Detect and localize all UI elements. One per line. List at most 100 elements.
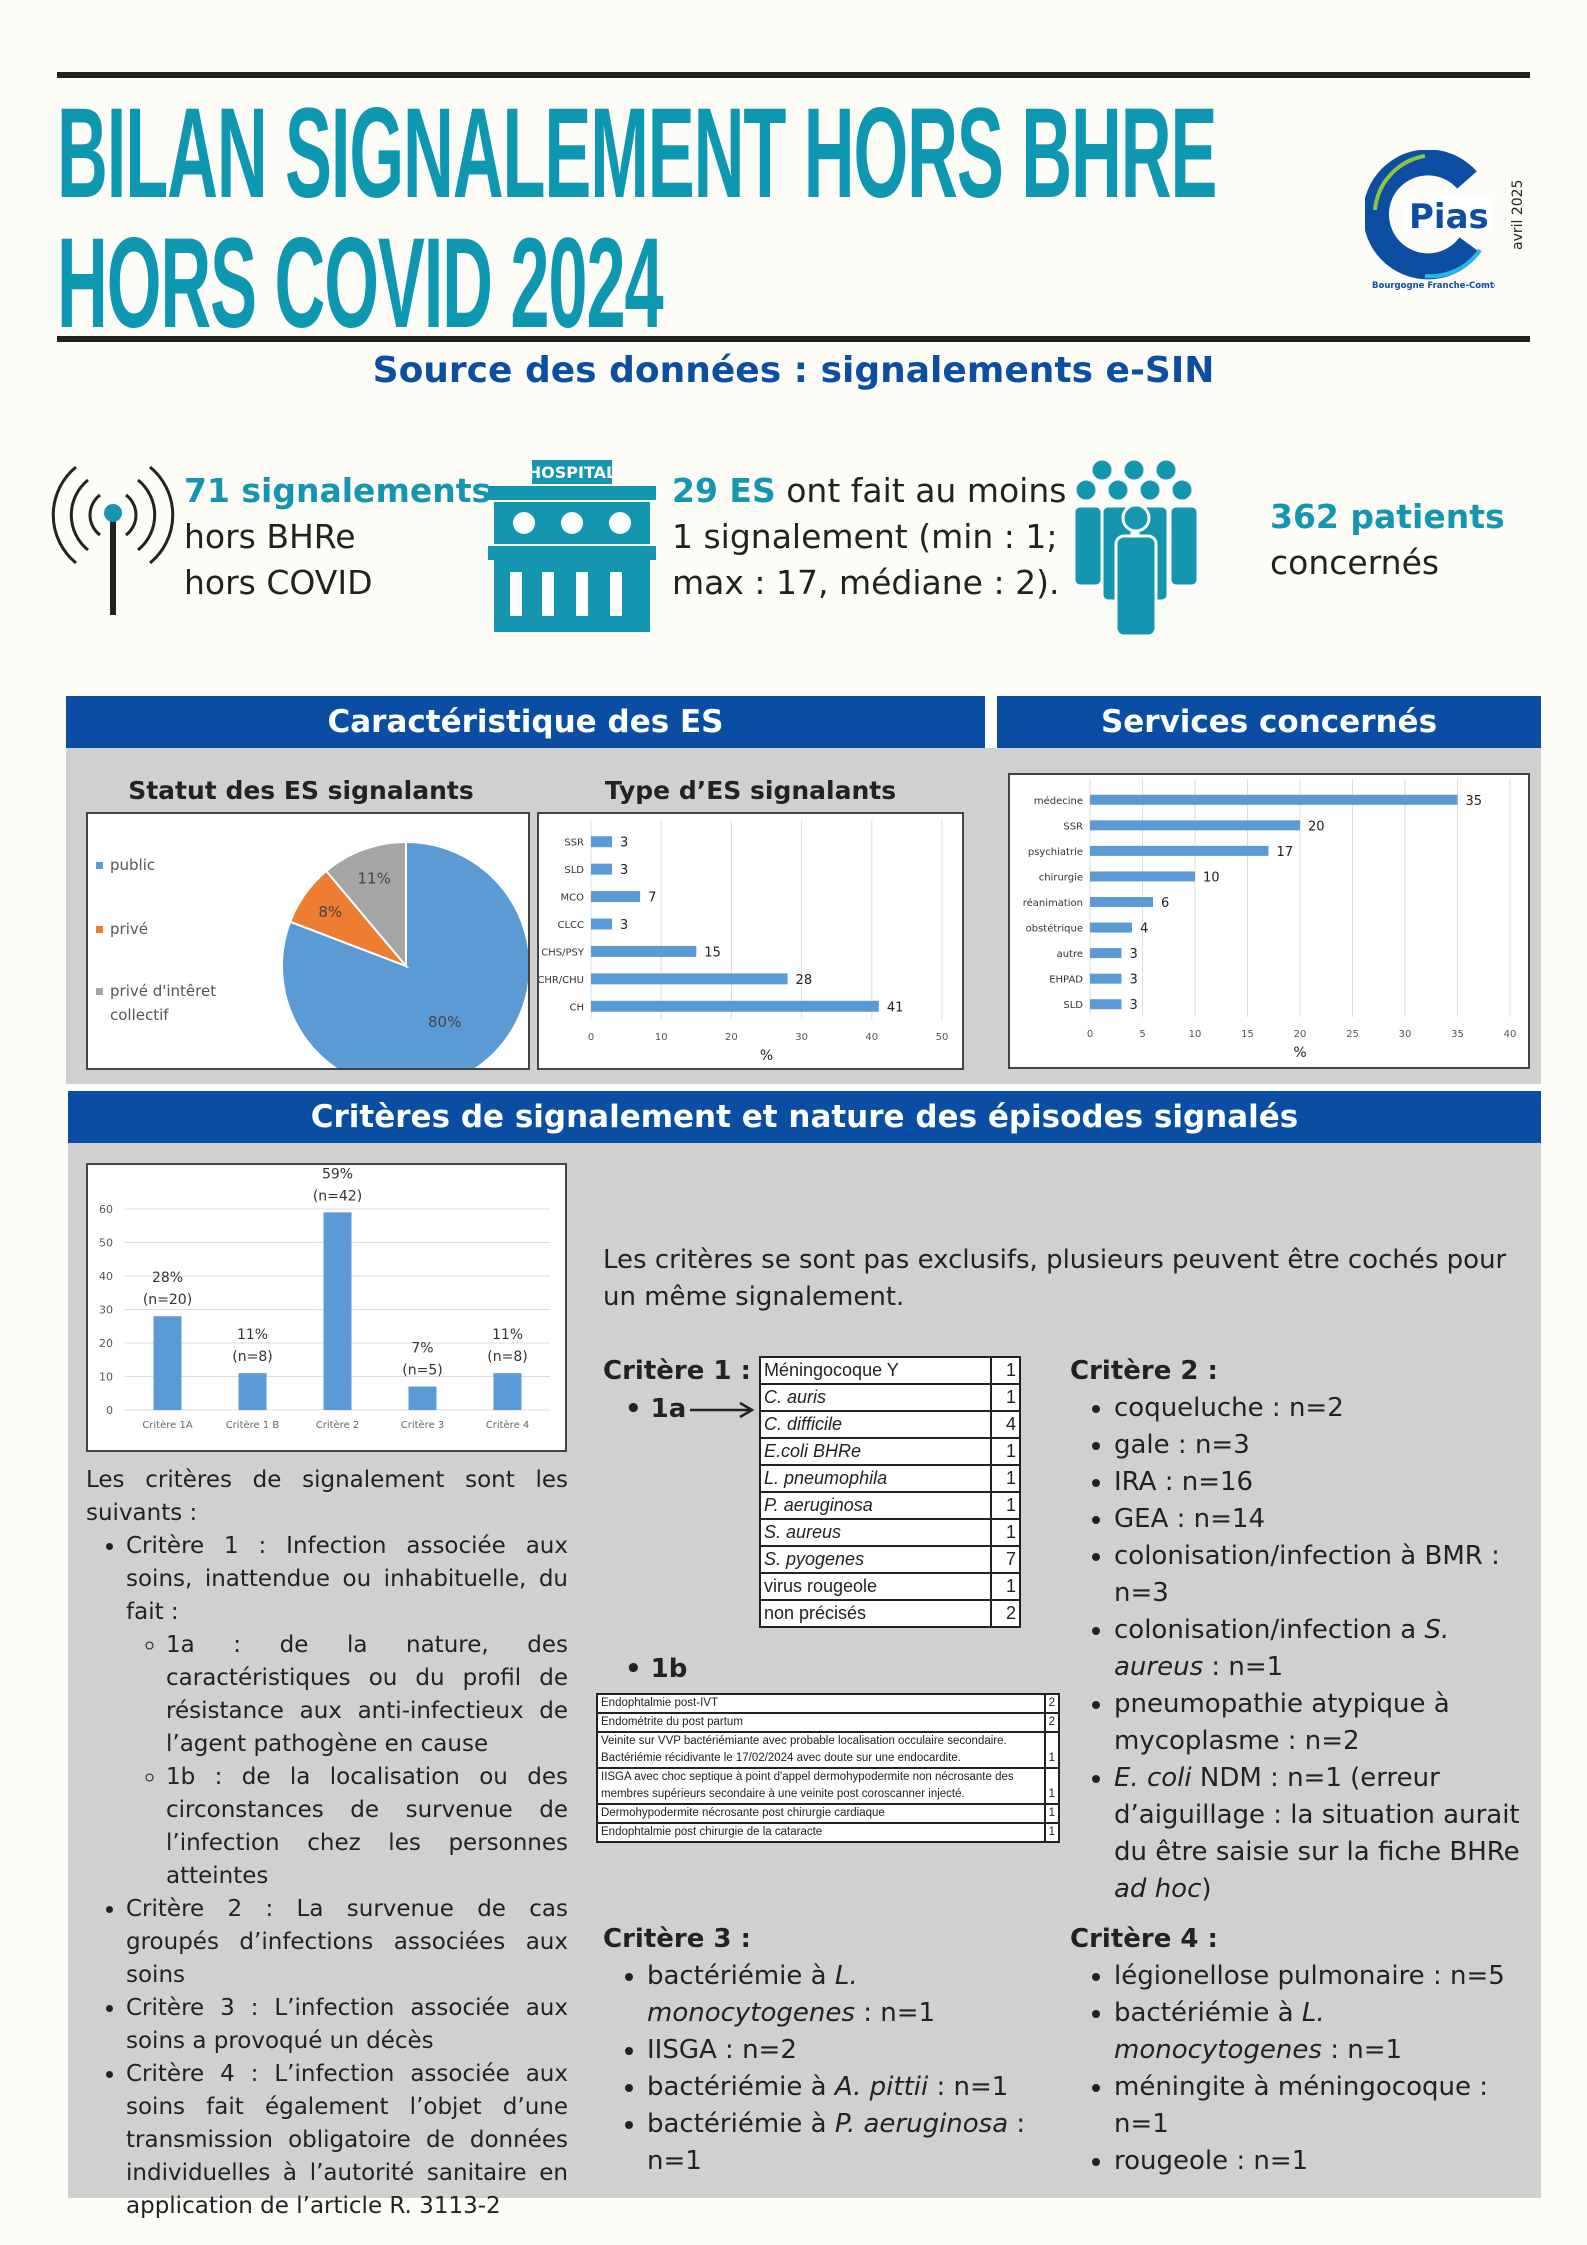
data-label: 6 [1161,896,1169,911]
pie-chart: 80% 8% 11% public privé privé d'intêret collec… [86,812,531,1091]
tick-label: 50 [936,1032,949,1043]
criteria-intro: Les critères de signalement sont les sui… [86,1467,568,1526]
logo-region: Bourgogne Franche-Comté [1372,280,1495,290]
page-title-line1: BILAN SIGNALEMENT HORS BHRE [57,82,1217,225]
pathogen: virus rougeole [759,1572,992,1601]
type-es-title: Type d’ES signalants [604,776,897,805]
c4-list: légionellose pulmonaire : n=5bactériémie… [1070,1958,1535,2180]
pathogen: S. aureus [759,1518,992,1547]
bar [323,1212,352,1410]
list-item: bactériémie à L. monocytogenes : n=1 [1114,1995,1535,2069]
list-item: colonisation/infection à BMR : n=3 [1114,1538,1535,1612]
legend-swatch [96,926,103,933]
list-item: coqueluche : n=2 [1114,1390,1535,1427]
count: 1 [989,1437,1022,1466]
type-es-chart: 0 10 20 30 40 50% SSR 3 SLD 3 MCO 7 CLCC 3 CHS/PSY 15 CH… [537,812,964,1070]
bar [1090,922,1132,933]
table-row: Dermohypodermite nécrosante post chirurg… [596,1803,1061,1824]
data-label: 7 [648,891,656,906]
table-row: P. aeruginosa 1 [759,1491,1022,1520]
category-label: CHS/PSY [541,947,585,958]
tick-label: 30 [1399,1029,1412,1040]
data-label: 3 [620,836,628,851]
criterion-3: Critère 3 : L’infection associée aux soi… [126,1992,568,2058]
bar [493,1373,522,1410]
localisation: Dermohypodermite nécrosante post chirurg… [596,1803,1046,1824]
pathogen: non précisés [759,1599,992,1628]
legend-label: privé d'intêret [110,982,216,1000]
logo-text: Pias [1409,197,1489,237]
data-label: (n=5) [402,1363,442,1379]
legend-label: public [110,856,155,874]
date-label: avril 2025 [1510,179,1526,250]
data-label: 7% [411,1341,433,1357]
count: 2 [1043,1693,1061,1714]
category-label: autre [1057,949,1083,960]
hospital-label: HOSPITAL [528,463,616,482]
bar [1090,820,1300,831]
tick-label: 10 [655,1032,668,1043]
stat-es: 29 ES ont fait au moins 1 signalement (mi… [672,468,1066,606]
axis-label: % [1293,1045,1306,1061]
localisation: IISGA avec choc septique à point d'appel… [596,1767,1046,1805]
pie-label: 8% [318,903,342,921]
pathogen: C. auris [759,1383,992,1412]
data-label: 59% [322,1166,353,1182]
count: 1 [1043,1731,1061,1769]
pathogen: E.coli BHRe [759,1437,992,1466]
table-row: Endométrite du post partum 2 [596,1712,1061,1733]
data-label: (n=20) [143,1292,192,1308]
count: 1 [1043,1767,1061,1805]
bar [591,973,788,985]
stat-line: ont fait au moins [775,471,1067,510]
tick-label: 10 [1189,1029,1202,1040]
table-row: Endophtalmie post chirurgie de la catara… [596,1822,1061,1843]
criterion-2: Critère 2 : La survenue de cas groupés d… [126,1893,568,1992]
c2-title: Critère 2 : [1070,1356,1218,1386]
criterion-1b: 1b : de la localisation ou des circonsta… [166,1761,568,1893]
category-label: réanimation [1023,897,1083,909]
criteria-definitions: Les critères de signalement sont les sui… [86,1464,568,2223]
bar [1090,999,1122,1010]
bar [591,918,613,930]
category-label: Critère 4 [486,1419,530,1431]
stat-signalements: 71 signalements hors BHRe hors COVID [184,468,491,606]
bar [591,891,641,903]
table-row: Veinite sur VVP bactériémiante avec prob… [596,1731,1061,1769]
c1-title: Critère 1 : [603,1356,751,1386]
tick-label: 20 [99,1337,113,1350]
c2-list: coqueluche : n=2gale : n=3IRA : n=16GEA … [1070,1390,1535,1908]
pie-label: 11% [358,870,391,888]
category-label: SSR [1063,821,1083,832]
count: 1 [989,1491,1022,1520]
table-row: C. difficile 4 [759,1410,1022,1439]
data-label: 4 [1140,922,1148,937]
criterion-4: Critère 4 : L’infection associée aux soi… [126,2058,568,2223]
stat-line: hors BHRe [184,517,356,556]
pathogen: P. aeruginosa [759,1491,992,1520]
data-source: Source des données : signalements e-SIN [372,350,1215,391]
data-label: 20 [1308,819,1325,834]
criterion-1a: 1a : de la nature, des caractéristiques … [166,1629,568,1761]
section-header-es: Caractéristique des ES [66,696,985,748]
tick-label: 25 [1346,1029,1359,1040]
tick-label: 0 [1087,1029,1093,1040]
c1a-label: • 1a [625,1394,687,1424]
data-label: (n=8) [487,1349,527,1365]
table-row: S. aureus 1 [759,1518,1022,1547]
category-label: chirurgie [1039,872,1083,883]
table-row: L. pneumophila 1 [759,1464,1022,1493]
localisation: Endophtalmie post chirurgie de la catara… [596,1822,1046,1843]
legend-label: privé [110,920,148,938]
list-item: GEA : n=14 [1114,1501,1535,1538]
c1b-text: 1b [650,1654,688,1684]
bar [591,863,613,875]
c1a-text: 1a [650,1394,687,1424]
antenna-icon [48,455,178,624]
c4-title: Critère 4 : [1070,1924,1218,1954]
tick-label: 5 [1139,1029,1145,1040]
count: 1 [989,1356,1022,1385]
tick-label: 0 [588,1032,594,1043]
tick-label: 40 [1504,1029,1517,1040]
